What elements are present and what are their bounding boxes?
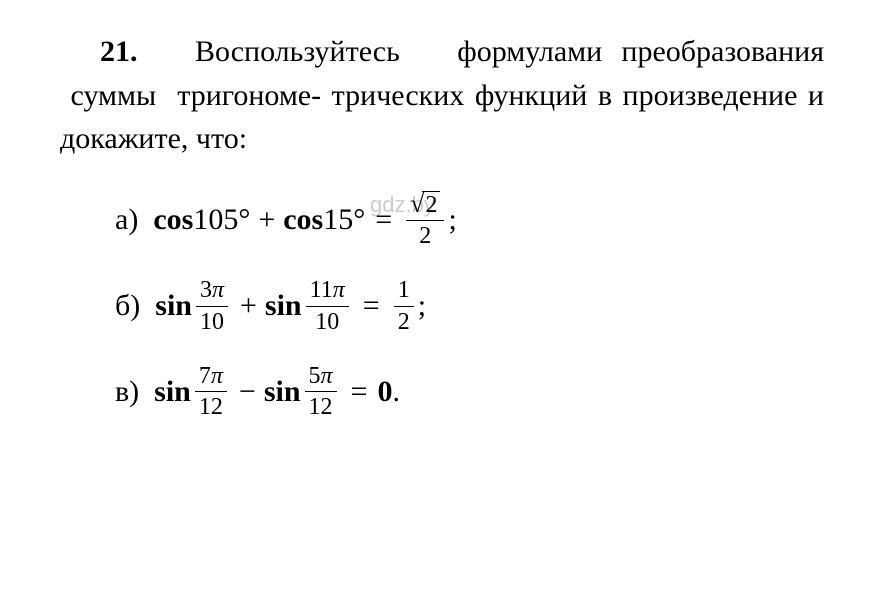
equals: =: [375, 203, 392, 237]
numerator: 1: [394, 277, 414, 306]
trig-func: sin: [154, 375, 191, 409]
trig-func: cos: [283, 203, 323, 237]
fraction: 7π 12: [195, 363, 227, 421]
fraction: 11π 10: [306, 277, 349, 335]
denominator: 12: [305, 392, 337, 420]
trig-func: sin: [265, 289, 302, 323]
num-value: 3: [200, 277, 212, 303]
trig-func: sin: [155, 289, 192, 323]
operator: +: [240, 289, 257, 323]
denominator: 10: [196, 307, 228, 335]
numerator: 11π: [306, 277, 349, 306]
math-expression: sin 3π 10 + sin 11π 10 = 1 2 ;: [155, 277, 426, 335]
fraction: √ 2 2: [406, 191, 444, 250]
subproblem-label: а): [115, 203, 138, 237]
num-value: 5: [309, 363, 321, 389]
fraction: 1 2: [394, 277, 414, 335]
num-value: 11: [310, 277, 333, 303]
result: 0: [377, 375, 392, 409]
text-segment: суммы: [71, 79, 157, 112]
text-segment: преобразования: [621, 35, 824, 68]
numerator: 3π: [196, 277, 228, 306]
punctuation: ;: [418, 289, 426, 323]
trig-func: cos: [153, 203, 193, 237]
text-segment: формулами: [457, 35, 602, 68]
num-value: 7: [199, 363, 211, 389]
trig-func: sin: [264, 375, 301, 409]
text-segment: тригономе-: [177, 79, 321, 112]
subproblem-label: б): [115, 289, 140, 323]
subproblem-a: а) cos105° + cos15° = √ 2 2 ;: [115, 191, 824, 250]
pi-symbol: π: [211, 363, 223, 389]
operator: −: [239, 375, 256, 409]
punctuation: .: [392, 375, 400, 409]
sqrt: √ 2: [410, 191, 440, 218]
numerator: 7π: [195, 363, 227, 392]
problem-number: 21.: [60, 35, 138, 68]
pi-symbol: π: [321, 363, 333, 389]
subproblem-b: б) sin 3π 10 + sin 11π 10 = 1 2 ;: [115, 277, 824, 335]
denominator: 2: [394, 307, 414, 335]
problem-statement: 21. Воспользуйтесь формулами преобразова…: [60, 30, 824, 161]
pi-symbol: π: [333, 277, 345, 303]
equals: =: [363, 289, 380, 323]
denominator: 10: [311, 307, 343, 335]
sqrt-content: 2: [422, 191, 440, 218]
pi-symbol: π: [212, 277, 224, 303]
denominator: 12: [195, 392, 227, 420]
subproblem-c: в) sin 7π 12 − sin 5π 12 = 0.: [115, 363, 824, 421]
numerator: √ 2: [406, 191, 444, 221]
denominator: 2: [415, 221, 435, 249]
fraction: 5π 12: [305, 363, 337, 421]
fraction: 3π 10: [196, 277, 228, 335]
math-expression: cos105° + cos15° = √ 2 2 ;: [153, 191, 456, 250]
subproblems-container: а) cos105° + cos15° = √ 2 2 ; б) sin: [60, 191, 824, 421]
math-expression: sin 7π 12 − sin 5π 12 = 0.: [154, 363, 400, 421]
subproblem-label: в): [115, 375, 139, 409]
numerator: 5π: [305, 363, 337, 392]
text-segment: Воспользуйтесь: [195, 35, 400, 68]
trig-arg: 15°: [323, 203, 365, 237]
equals: =: [351, 375, 368, 409]
trig-arg: 105°: [193, 203, 250, 237]
operator: +: [258, 203, 275, 237]
text-segment: трических функций в произведение и докаж…: [60, 79, 824, 156]
punctuation: ;: [448, 203, 456, 237]
